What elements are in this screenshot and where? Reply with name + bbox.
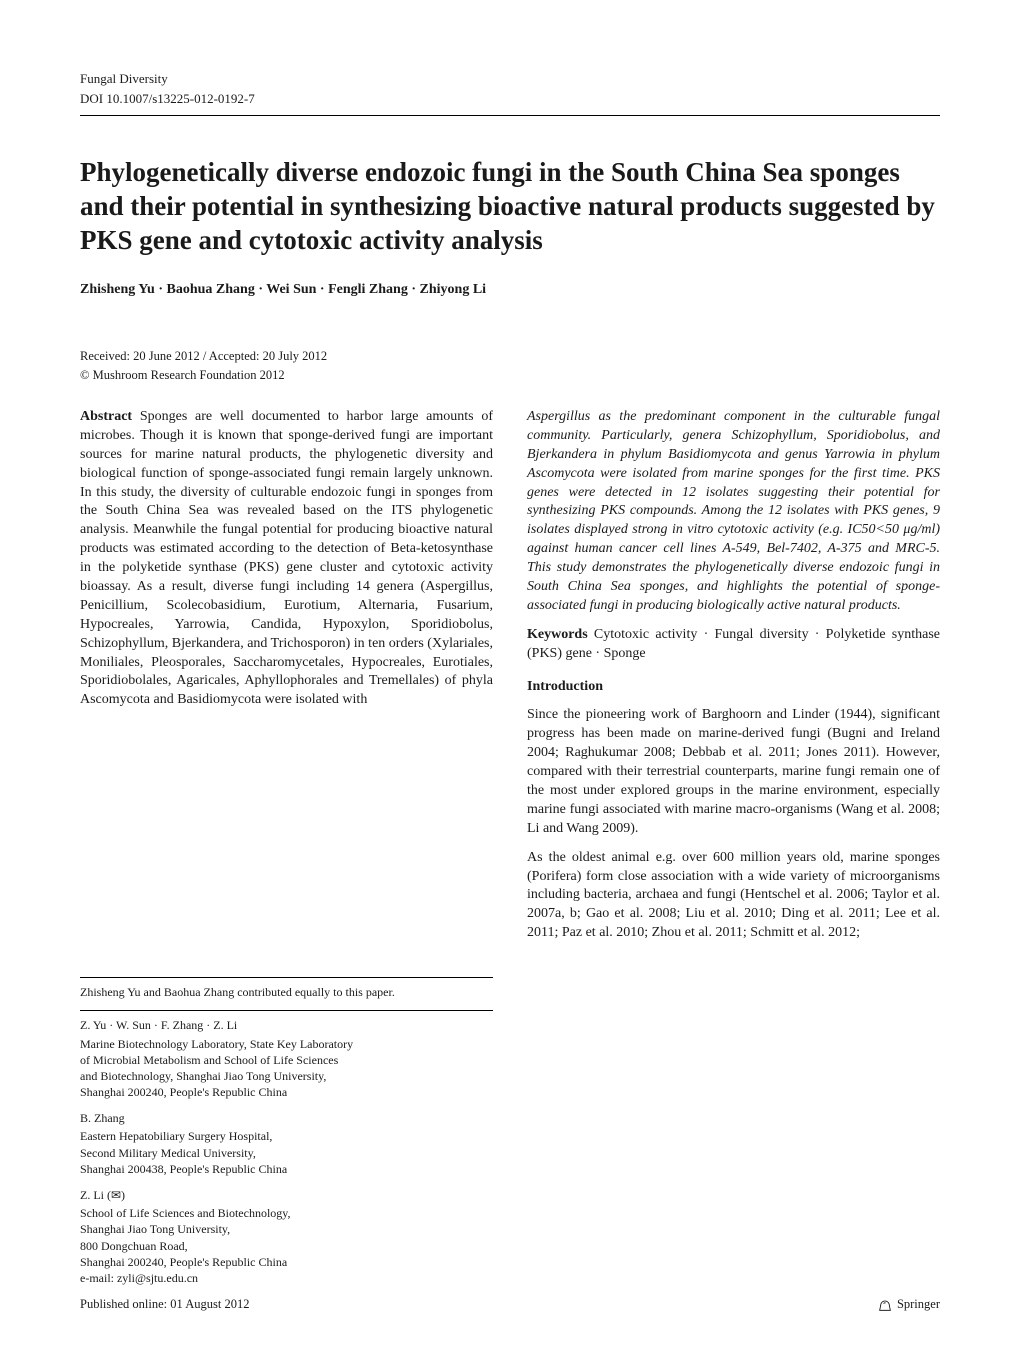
right-column: Aspergillus as the predominant component…: [527, 408, 940, 953]
published-online: Published online: 01 August 2012: [80, 1296, 249, 1313]
keywords-text: Cytotoxic activity · Fungal diversity · …: [527, 627, 940, 661]
two-column-body: Abstract Sponges are well documented to …: [80, 408, 940, 953]
contribution-note: Zhisheng Yu and Baohua Zhang contributed…: [80, 984, 493, 1000]
affil3-line: 800 Dongchuan Road,: [80, 1238, 493, 1254]
affil3-line: School of Life Sciences and Biotechnolog…: [80, 1205, 493, 1221]
affil2-line: Second Military Medical University,: [80, 1145, 493, 1161]
footnote-rule: [80, 1010, 493, 1011]
affil3-email: e-mail: zyli@sjtu.edu.cn: [80, 1270, 493, 1286]
affil1-line: Shanghai 200240, People's Republic China: [80, 1084, 493, 1100]
affil2-line: Shanghai 200438, People's Republic China: [80, 1161, 493, 1177]
copyright: © Mushroom Research Foundation 2012: [80, 367, 940, 384]
affil3-line: Shanghai 200240, People's Republic China: [80, 1254, 493, 1270]
journal-running-head: Fungal Diversity: [80, 70, 940, 88]
abstract-paragraph: Abstract Sponges are well documented to …: [80, 408, 493, 710]
doi: DOI 10.1007/s13225-012-0192-7: [80, 90, 940, 108]
springer-brand: Springer: [877, 1296, 940, 1313]
affil1-authors: Z. Yu · W. Sun · F. Zhang · Z. Li: [80, 1017, 493, 1033]
keywords-label: Keywords: [527, 627, 588, 642]
top-rule: [80, 115, 940, 116]
author-list: Zhisheng Yu · Baohua Zhang · Wei Sun · F…: [80, 281, 940, 300]
affiliation-3: Z. Li (✉) School of Life Sciences and Bi…: [80, 1187, 493, 1286]
abstract-text-left: Sponges are well documented to harbor la…: [80, 409, 493, 707]
intro-paragraph-1: Since the pioneering work of Barghoorn a…: [527, 706, 940, 838]
intro-paragraph-2: As the oldest animal e.g. over 600 milli…: [527, 849, 940, 943]
affil3-line: Shanghai Jiao Tong University,: [80, 1221, 493, 1237]
affil3-author: Z. Li (✉): [80, 1187, 493, 1203]
affil2-line: Eastern Hepatobiliary Surgery Hospital,: [80, 1128, 493, 1144]
article-title: Phylogenetically diverse endozoic fungi …: [80, 156, 940, 257]
affil2-author: B. Zhang: [80, 1110, 493, 1126]
affil1-line: of Microbial Metabolism and School of Li…: [80, 1052, 493, 1068]
abstract-text-right: Aspergillus as the predominant component…: [527, 409, 940, 613]
left-column: Abstract Sponges are well documented to …: [80, 408, 493, 953]
abstract-continued: Aspergillus as the predominant component…: [527, 408, 940, 616]
affiliation-2: B. Zhang Eastern Hepatobiliary Surgery H…: [80, 1110, 493, 1177]
keywords: Keywords Cytotoxic activity · Fungal div…: [527, 626, 940, 664]
affil1-line: Marine Biotechnology Laboratory, State K…: [80, 1036, 493, 1052]
affil1-line: and Biotechnology, Shanghai Jiao Tong Un…: [80, 1068, 493, 1084]
article-dates: Received: 20 June 2012 / Accepted: 20 Ju…: [80, 348, 940, 365]
affiliation-1: Z. Yu · W. Sun · F. Zhang · Z. Li Marine…: [80, 1017, 493, 1100]
introduction-heading: Introduction: [527, 678, 940, 697]
springer-horse-icon: [877, 1297, 893, 1313]
springer-label: Springer: [897, 1296, 940, 1313]
author-footnotes: Zhisheng Yu and Baohua Zhang contributed…: [80, 977, 493, 1286]
abstract-label: Abstract: [80, 409, 132, 424]
page-footer: Published online: 01 August 2012 Springe…: [80, 1296, 940, 1313]
